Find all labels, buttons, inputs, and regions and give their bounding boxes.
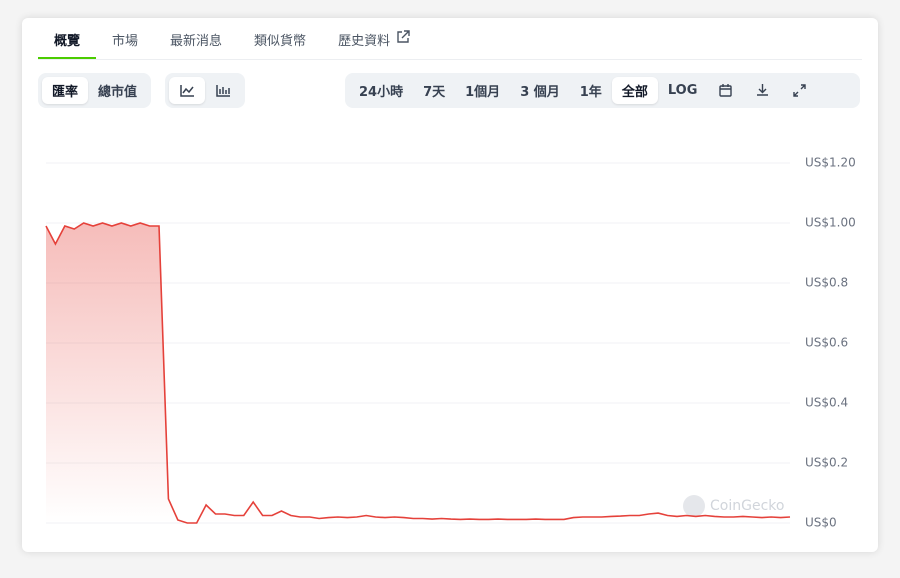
y-tick-label: US$1.00 bbox=[805, 216, 856, 230]
line-icon bbox=[180, 84, 194, 97]
range-button-label: 全部 bbox=[621, 85, 648, 100]
range-button[interactable]: 1年 bbox=[570, 77, 612, 104]
expand-button[interactable] bbox=[781, 77, 818, 104]
metric-button-label: 匯率 bbox=[52, 85, 79, 100]
tab-label: 類似貨幣 bbox=[254, 34, 307, 49]
calendar-icon bbox=[719, 84, 733, 97]
tab-label: 市場 bbox=[112, 34, 139, 49]
metric-toggle: 匯率 總市值 bbox=[38, 73, 152, 108]
range-button[interactable]: 全部 bbox=[611, 77, 658, 104]
metric-button[interactable]: 總市值 bbox=[88, 77, 147, 104]
range-button-label: 3 個月 bbox=[520, 85, 560, 100]
range-button[interactable]: 24小時 bbox=[349, 77, 413, 104]
y-tick-label: US$0.6 bbox=[805, 336, 848, 350]
range-button-label: 1個月 bbox=[465, 85, 501, 100]
line-chart-button[interactable] bbox=[169, 77, 205, 104]
y-tick-label: US$0.2 bbox=[805, 456, 848, 470]
range-button[interactable]: 3 個月 bbox=[510, 77, 570, 104]
range-toggle: 24小時 7天 1個月 3 個月 1年 全部 LOG bbox=[345, 73, 860, 108]
calendar-button[interactable] bbox=[707, 77, 744, 104]
line bbox=[45, 222, 791, 524]
watermark-logo bbox=[683, 495, 705, 517]
download-icon bbox=[757, 84, 769, 96]
tab[interactable]: 歷史資料 bbox=[322, 18, 426, 59]
tab-label: 概覽 bbox=[54, 34, 81, 49]
bar-icon bbox=[216, 84, 230, 97]
expand-icon bbox=[793, 84, 807, 97]
tab-bar: 概覽 市場 最新消息 類似貨幣 歷史資料 bbox=[38, 18, 862, 60]
metric-button-label: 總市值 bbox=[98, 85, 138, 100]
card: 概覽 市場 最新消息 類似貨幣 歷史資料 匯率 總市值 24小時 7天 1個月 3 個月 1年 全部… bbox=[22, 18, 878, 552]
range-button-label: LOG bbox=[667, 83, 698, 98]
chart-type-toggle bbox=[165, 73, 245, 108]
range-button[interactable]: 7天 bbox=[413, 77, 455, 104]
range-button-label: 7天 bbox=[423, 85, 446, 100]
tab[interactable]: 最新消息 bbox=[154, 18, 238, 59]
y-tick-label: US$0.4 bbox=[805, 396, 848, 410]
bar-chart-button[interactable] bbox=[205, 77, 241, 104]
download-button[interactable] bbox=[744, 77, 781, 104]
range-button[interactable]: 1個月 bbox=[455, 77, 510, 104]
watermark: CoinGecko bbox=[710, 498, 784, 514]
area bbox=[46, 223, 790, 523]
y-tick-label: US$0.8 bbox=[805, 276, 848, 290]
tab[interactable]: 市場 bbox=[96, 18, 154, 59]
external-link-icon bbox=[397, 30, 410, 43]
tab[interactable]: 概覽 bbox=[38, 18, 97, 59]
tab[interactable]: 類似貨幣 bbox=[238, 18, 322, 59]
metric-button[interactable]: 匯率 bbox=[42, 77, 89, 104]
range-button-label: 1年 bbox=[579, 85, 602, 100]
tab-label: 歷史資料 bbox=[338, 34, 391, 49]
y-tick-label: US$1.20 bbox=[805, 156, 856, 170]
range-button-label: 24小時 bbox=[359, 85, 404, 100]
y-tick-label: US$0 bbox=[805, 516, 837, 530]
range-button[interactable]: LOG bbox=[658, 77, 708, 104]
tab-label: 最新消息 bbox=[170, 34, 223, 49]
